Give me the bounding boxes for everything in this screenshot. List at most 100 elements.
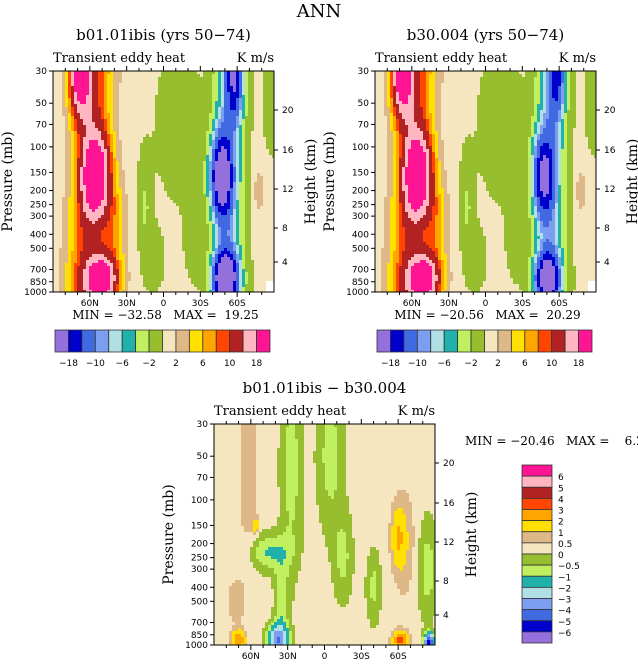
contour-fill [567, 146, 573, 150]
contour-fill [224, 113, 239, 117]
contour-fill [558, 89, 561, 93]
contour-fill [65, 101, 68, 105]
contour-fill [564, 248, 567, 252]
contour-fill [230, 143, 233, 147]
contour-fill [119, 197, 122, 201]
contour-fill [113, 230, 119, 234]
contour-fill [116, 209, 119, 213]
colorbar: −18 −10 −6 −2 2 6 10 18 [54, 329, 271, 369]
contour-fill [534, 242, 537, 246]
contour-fill [540, 224, 543, 228]
contour-fill [396, 113, 402, 117]
contour-fill [218, 77, 221, 81]
contour-fill [540, 200, 549, 204]
contour-fill [125, 263, 128, 267]
contour-fill [254, 191, 263, 195]
contour-fill [62, 104, 65, 108]
contour-fill [561, 254, 564, 258]
contour-fill [540, 275, 555, 279]
contour-fill [474, 134, 531, 138]
contour-fill [441, 275, 444, 279]
contour-fill [89, 86, 92, 90]
contour-fill [387, 80, 390, 84]
contour-fill [304, 511, 319, 515]
contour-fill [540, 263, 543, 267]
contour-fill [212, 149, 215, 153]
contour-fill [423, 116, 426, 120]
contour-fill [555, 209, 558, 213]
contour-fill [441, 245, 444, 249]
contour-fill [447, 191, 459, 195]
contour-fill [438, 179, 441, 183]
contour-fill [256, 460, 277, 464]
contour-fill [399, 140, 402, 144]
contour-fill [242, 287, 245, 291]
contour-fill [62, 71, 65, 75]
contour-fill [396, 71, 411, 75]
contour-fill [212, 95, 218, 99]
contour-fill [206, 263, 209, 267]
contour-fill [245, 161, 251, 165]
contour-fill [558, 284, 561, 288]
contour-fill [53, 266, 59, 270]
contour-fill [301, 559, 328, 563]
contour-fill [411, 287, 432, 291]
contour-fill [402, 215, 408, 219]
contour-fill [388, 547, 391, 551]
contour-fill [405, 146, 411, 150]
contour-fill [77, 251, 80, 255]
contour-fill [549, 74, 552, 78]
contour-fill [289, 523, 292, 527]
contour-fill [107, 167, 110, 171]
contour-fill [486, 236, 504, 240]
contour-fill [110, 170, 113, 174]
contour-fill [53, 278, 59, 282]
contour-fill [522, 74, 525, 78]
contour-fill [396, 116, 402, 120]
contour-fill [83, 152, 86, 156]
contour-fill [206, 164, 209, 168]
contour-fill [504, 248, 531, 252]
contour-fill [212, 218, 215, 222]
contour-fill [438, 134, 441, 138]
contour-fill [555, 134, 558, 138]
contour-fill [394, 496, 409, 500]
contour-fill [53, 128, 65, 132]
contour-fill [393, 191, 396, 195]
contour-fill [239, 215, 245, 219]
contour-fill [381, 269, 387, 273]
contour-fill [337, 475, 346, 479]
contour-fill [110, 137, 113, 141]
contour-fill [74, 218, 77, 222]
contour-fill [113, 200, 116, 204]
contour-fill [414, 221, 417, 225]
contour-fill [561, 206, 567, 210]
contour-fill [286, 508, 295, 512]
contour-fill [483, 74, 522, 78]
contour-fill [233, 266, 236, 270]
contour-fill [245, 140, 251, 144]
contour-fill [206, 167, 209, 171]
contour-fill [71, 113, 74, 117]
contour-fill [256, 454, 277, 458]
contour-fill [256, 466, 277, 470]
y2-tick-label: 16 [282, 146, 294, 156]
contour-fill [585, 194, 596, 198]
contour-fill [119, 281, 122, 285]
contour-fill [375, 134, 387, 138]
contour-fill [104, 128, 107, 132]
contour-fill [113, 227, 119, 231]
contour-fill [576, 107, 585, 111]
contour-fill [236, 74, 239, 78]
contour-fill [71, 272, 74, 276]
contour-fill [251, 233, 274, 237]
contour-fill [387, 275, 393, 279]
contour-fill [254, 74, 263, 78]
contour-fill [549, 86, 552, 90]
contour-fill [555, 257, 558, 261]
contour-fill [558, 290, 561, 293]
contour-fill [277, 472, 286, 476]
contour-fill [245, 233, 251, 237]
contour-fill [399, 269, 405, 273]
contour-fill [221, 77, 224, 81]
